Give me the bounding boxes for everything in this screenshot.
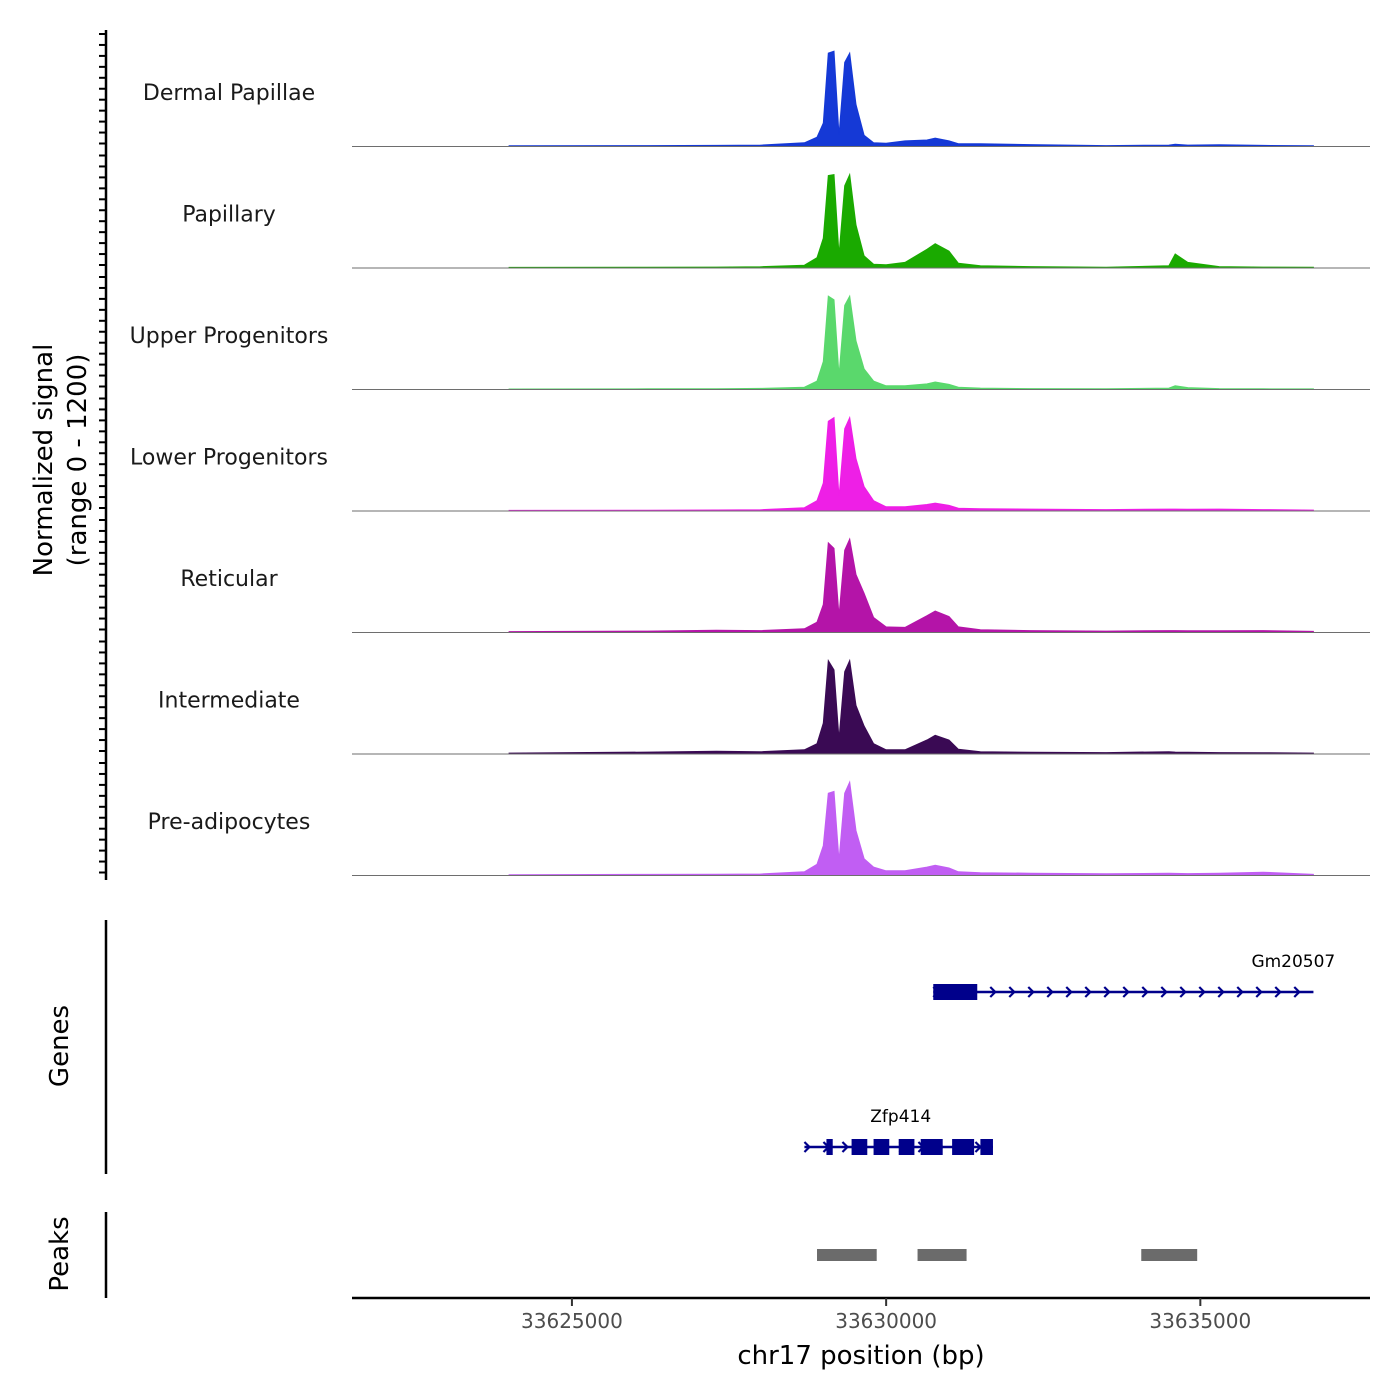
strand-arrow <box>1008 986 1016 998</box>
signal-area <box>508 537 1314 633</box>
signal-y-ticks <box>99 33 106 874</box>
exon-block <box>898 1139 915 1155</box>
genes-axis-title-group: Genes <box>45 1005 75 1087</box>
track-label: Papillary <box>182 203 276 228</box>
signal-area <box>508 50 1314 147</box>
exon-block <box>980 1139 993 1155</box>
genes-axis-title: Genes <box>45 1005 75 1087</box>
track-label: Lower Progenitors <box>130 446 328 471</box>
x-tick-label: 33635000 <box>1149 1309 1251 1333</box>
peak-bar <box>817 1249 877 1261</box>
signal-area <box>508 658 1314 755</box>
signal-tracks: Dermal Papillae Papillary Upper Progenitor… <box>130 50 1370 876</box>
strand-arrow <box>841 1141 849 1153</box>
strand-arrow <box>1084 986 1092 998</box>
strand-arrow <box>1293 986 1301 998</box>
strand-arrow <box>1255 986 1263 998</box>
strand-arrow <box>1179 986 1187 998</box>
x-tick-label: 33625000 <box>521 1309 623 1333</box>
track-reticular: Reticular <box>180 537 1370 633</box>
exon-block <box>826 1139 833 1155</box>
signal-area <box>508 294 1314 390</box>
peak-bar <box>917 1249 967 1261</box>
gene-annotations: Gm20507 Zfp414 <box>803 952 1335 1155</box>
strand-arrow <box>1122 986 1130 998</box>
x-tick-label: 33630000 <box>835 1309 937 1333</box>
peaks-axis-title-group: Peaks <box>45 1216 75 1291</box>
track-label: Intermediate <box>158 689 300 714</box>
peak-regions <box>817 1249 1198 1261</box>
strand-arrow <box>1046 986 1054 998</box>
signal-area <box>508 780 1314 876</box>
gene-gm20507: Gm20507 <box>932 952 1335 1000</box>
exon-block <box>952 1139 975 1155</box>
signal-axis-title-line2: (range 0 - 1200) <box>63 354 93 567</box>
signal-axis-title-line1: Normalized signal <box>29 344 59 577</box>
track-label: Upper Progenitors <box>130 324 329 349</box>
exon-block <box>933 984 978 1000</box>
strand-arrow <box>1141 986 1149 998</box>
x-axis-ticks: 33625000 33630000 33635000 <box>521 1298 1251 1333</box>
track-label: Pre-adipocytes <box>148 810 311 835</box>
strand-arrow <box>1027 986 1035 998</box>
strand-arrow <box>1274 986 1282 998</box>
track-label: Reticular <box>180 567 278 592</box>
track-lower-progenitors: Lower Progenitors <box>130 415 1370 512</box>
strand-arrow <box>1198 986 1206 998</box>
strand-arrow <box>1065 986 1073 998</box>
strand-arrow <box>1236 986 1244 998</box>
signal-area <box>508 172 1314 269</box>
gene-zfp414: Zfp414 <box>803 1107 993 1155</box>
gene-label: Zfp414 <box>870 1107 931 1127</box>
exon-block <box>851 1139 868 1155</box>
x-axis-title: chr17 position (bp) <box>737 1341 984 1371</box>
strand-arrow <box>1217 986 1225 998</box>
peaks-axis-title: Peaks <box>45 1216 75 1291</box>
strand-arrow <box>803 1141 811 1153</box>
track-papillary: Papillary <box>182 172 1370 269</box>
exon-block <box>920 1139 943 1155</box>
track-dermal-papillae: Dermal Papillae <box>143 50 1370 147</box>
peak-bar <box>1141 1249 1198 1261</box>
track-pre-adipocytes: Pre-adipocytes <box>148 780 1370 876</box>
signal-area <box>508 415 1314 512</box>
signal-axis-title: Normalized signal (range 0 - 1200) <box>29 344 93 577</box>
track-upper-progenitors: Upper Progenitors <box>130 294 1370 390</box>
exon-block <box>873 1139 890 1155</box>
strand-arrow <box>1103 986 1111 998</box>
track-label: Dermal Papillae <box>143 81 315 106</box>
strand-arrow <box>989 986 997 998</box>
strand-arrow <box>1160 986 1168 998</box>
gene-label: Gm20507 <box>1251 952 1335 972</box>
track-intermediate: Intermediate <box>158 658 1370 755</box>
